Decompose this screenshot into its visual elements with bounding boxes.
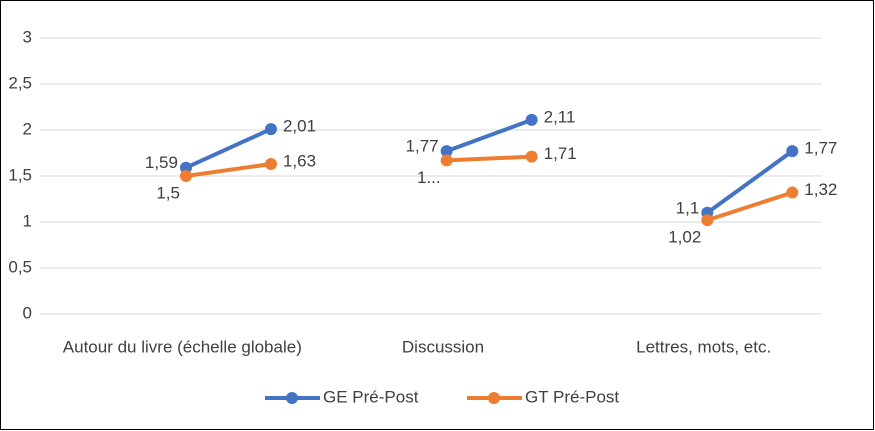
legend-marker <box>286 392 298 404</box>
data-label: 1,1 <box>676 198 700 217</box>
x-tick-label: Autour du livre (échelle globale) <box>63 337 302 356</box>
marker <box>179 161 192 174</box>
legend-marker <box>488 392 500 404</box>
x-tick-label: Lettres, mots, etc. <box>636 337 771 356</box>
x-tick-label: Discussion <box>402 337 484 356</box>
y-tick-label: 3 <box>23 27 32 46</box>
y-tick-label: 2,5 <box>8 73 32 92</box>
marker <box>525 150 538 163</box>
marker <box>525 113 538 126</box>
data-label: 1,32 <box>804 180 837 199</box>
data-label: 2,11 <box>544 107 576 126</box>
marker <box>179 170 192 182</box>
y-tick-label: 2 <box>23 119 32 138</box>
legend-label: GE Pré-Post <box>323 387 419 406</box>
series-line <box>444 154 534 163</box>
data-label: 2,01 <box>283 117 316 136</box>
data-label: 1... <box>417 168 441 187</box>
series-line <box>444 117 534 154</box>
y-tick-label: 0 <box>23 303 32 322</box>
marker <box>264 123 277 136</box>
series-line <box>705 190 795 223</box>
marker <box>440 145 453 158</box>
legend-label: GT Pré-Post <box>525 387 619 406</box>
marker <box>786 145 799 158</box>
marker <box>786 186 799 199</box>
series-line <box>183 162 273 178</box>
y-tick-label: 1,5 <box>8 165 32 184</box>
marker <box>440 154 453 167</box>
series-line <box>183 127 273 170</box>
data-label: 1,02 <box>668 228 701 247</box>
data-label: 1,63 <box>283 152 316 171</box>
y-tick-label: 0,5 <box>8 257 32 276</box>
y-tick-label: 1 <box>23 211 32 230</box>
series-line <box>705 149 795 215</box>
data-label: 1,77 <box>406 137 439 156</box>
data-label: 1,5 <box>156 183 180 202</box>
data-label: 1,77 <box>804 139 837 158</box>
data-label: 1,59 <box>145 153 178 172</box>
marker <box>701 214 714 227</box>
data-label: 1,71 <box>544 144 577 163</box>
marker <box>264 158 277 171</box>
